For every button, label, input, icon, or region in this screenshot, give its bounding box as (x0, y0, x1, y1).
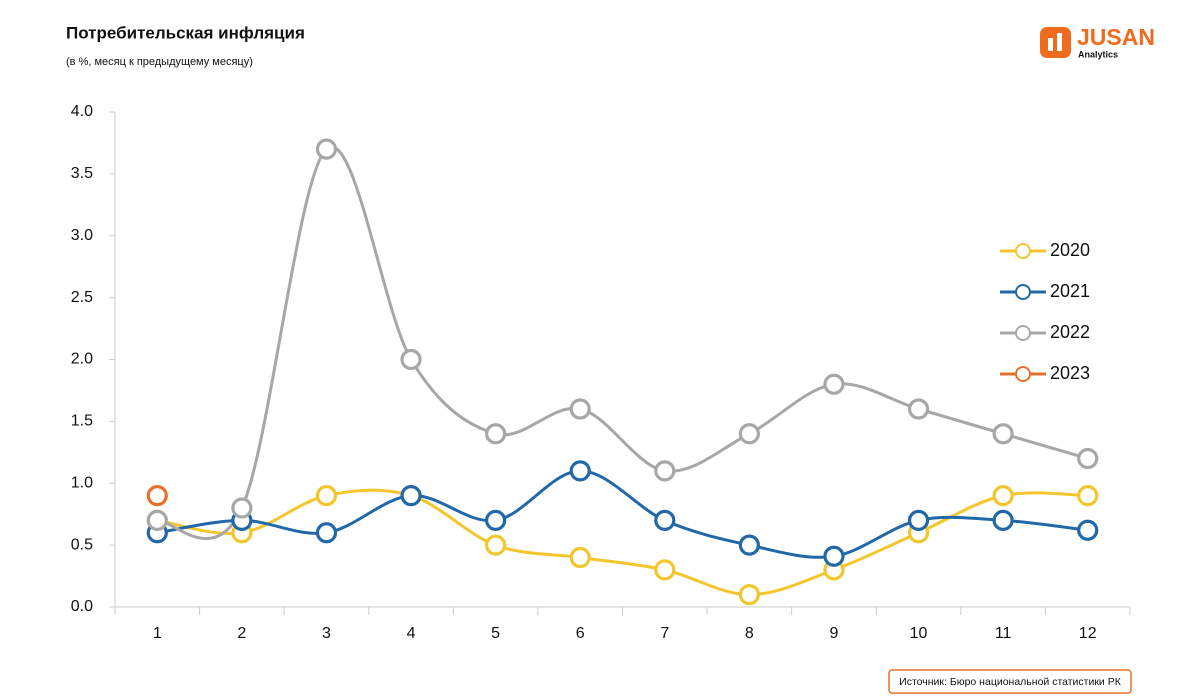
marker (654, 559, 676, 581)
y-tick-label: 2.0 (71, 351, 93, 368)
y-tick-label: 1.5 (71, 413, 93, 430)
y-tick-label: 0.5 (71, 536, 93, 553)
logo-icon-part (1048, 38, 1053, 51)
marker (485, 534, 507, 556)
x-tick-label: 8 (745, 625, 754, 642)
logo-sub: Analytics (1078, 49, 1118, 59)
legend-label: 2022 (1050, 322, 1090, 342)
marker (569, 460, 591, 482)
series-line (157, 488, 1088, 597)
marker (738, 534, 760, 556)
marker (315, 485, 338, 507)
legend-label: 2021 (1050, 281, 1090, 301)
marker (315, 138, 338, 160)
marker (315, 522, 338, 544)
marker (823, 373, 845, 395)
x-tick-label: 11 (995, 625, 1012, 642)
x-tick-label: 7 (660, 625, 669, 642)
marker (146, 485, 168, 507)
x-tick-label: 9 (830, 625, 839, 642)
marker (1077, 447, 1099, 470)
y-tick-label: 3.5 (71, 165, 93, 182)
series-line (157, 145, 1089, 541)
marker (823, 545, 845, 567)
logo: JUSAN Analytics (1040, 24, 1155, 59)
marker (569, 546, 591, 569)
legend-marker (1015, 366, 1031, 382)
y-tick-label: 4.0 (71, 103, 93, 120)
x-tick-label: 2 (237, 625, 246, 642)
marker (1077, 519, 1099, 541)
y-tick-label: 2.5 (71, 289, 93, 306)
marker (485, 423, 507, 445)
chart-subtitle: (в %, месяц к предыдущему месяцу) (66, 56, 253, 68)
marker (146, 509, 168, 531)
x-tick-label: 1 (153, 625, 162, 642)
marker (231, 497, 253, 519)
marker (485, 509, 507, 531)
y-tick-label: 0.0 (71, 598, 93, 615)
source: Источник: Бюро национальной статистики Р… (899, 676, 1122, 688)
marker (738, 423, 760, 445)
y-tick-label: 1.0 (71, 474, 93, 491)
marker (1077, 485, 1099, 507)
marker (738, 584, 760, 606)
legend-marker (1015, 243, 1031, 259)
legend-marker (1015, 284, 1031, 300)
marker (992, 423, 1014, 445)
marker (992, 509, 1014, 531)
x-tick-label: 10 (910, 625, 928, 642)
legend-label: 2023 (1050, 363, 1090, 383)
marker (992, 485, 1014, 507)
x-tick-label: 6 (576, 625, 585, 642)
legend-marker (1015, 325, 1031, 341)
logo-icon (1040, 27, 1071, 58)
source-box (888, 669, 1132, 694)
x-tick-label: 5 (491, 625, 500, 642)
marker (907, 509, 930, 531)
marker (569, 398, 591, 420)
x-tick-label: 4 (407, 625, 416, 642)
marker (400, 485, 422, 507)
legend-label: 2020 (1050, 240, 1090, 260)
chart-title: Потребительская инфляция (66, 23, 305, 42)
y-tick-label: 3.0 (71, 227, 93, 244)
x-tick-label: 12 (1079, 625, 1097, 642)
x-tick-label: 3 (322, 625, 331, 642)
marker (654, 460, 676, 482)
logo-icon-part (1057, 33, 1062, 51)
logo-name: JUSAN (1077, 24, 1155, 50)
marker (400, 348, 422, 371)
marker (907, 398, 930, 420)
marker (654, 509, 676, 531)
series-line (157, 469, 1088, 559)
